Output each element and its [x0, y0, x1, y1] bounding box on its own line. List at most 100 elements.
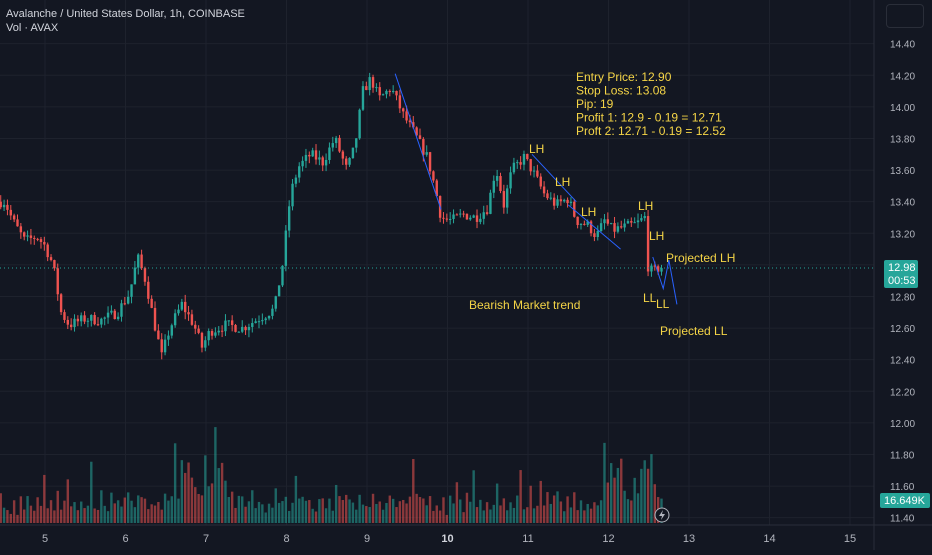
volume-bar	[428, 496, 432, 523]
volume-bar	[559, 501, 563, 523]
volume-bar	[479, 499, 482, 523]
lower-low-label[interactable]: LL	[643, 291, 657, 305]
lower-high-label[interactable]: LH	[529, 142, 544, 156]
x-tick-label: 13	[683, 533, 695, 545]
candle-body	[26, 235, 29, 237]
candle-body	[448, 218, 452, 220]
trend-line[interactable]	[652, 256, 678, 305]
candle-body	[465, 213, 469, 220]
volume-bar	[177, 498, 180, 523]
volume-bar	[626, 499, 630, 523]
candle-body	[348, 158, 351, 165]
candle-body	[378, 87, 381, 96]
volume-bar	[509, 502, 512, 523]
trade-note-line[interactable]: Pip: 19	[576, 97, 614, 111]
trend-label[interactable]: Bearish Market trend	[469, 298, 580, 312]
candle-body	[0, 201, 2, 208]
candle-body	[234, 324, 237, 332]
projected-ll-label[interactable]: Projected LL	[660, 324, 728, 338]
volume-bar	[291, 502, 294, 523]
volume-value: 16.649K	[884, 495, 926, 507]
lower-high-label[interactable]: LH	[555, 175, 570, 189]
volume-bar	[395, 507, 398, 523]
candle-body	[147, 281, 150, 299]
x-tick-label: 5	[42, 533, 48, 545]
volume-bar	[583, 510, 586, 523]
volume-bar	[435, 505, 438, 523]
trend-line[interactable]	[531, 153, 577, 203]
volume-bar	[546, 492, 549, 523]
candle-body	[214, 332, 217, 336]
trade-note-line[interactable]: Entry Price: 12.90	[576, 70, 672, 84]
lower-high-label[interactable]: LH	[649, 229, 664, 243]
candle-body	[495, 176, 499, 181]
volume-bar	[321, 498, 324, 523]
volume-bar	[241, 496, 244, 523]
volume-bar	[298, 498, 301, 523]
candle-body	[251, 323, 254, 327]
chart-toolbar-button[interactable]	[886, 4, 924, 28]
volume-bar	[261, 504, 264, 523]
trend-line[interactable]	[567, 204, 621, 250]
candle-body	[167, 335, 170, 340]
trade-note-line[interactable]: Proft 2: 12.71 - 0.19 = 12.52	[576, 124, 726, 138]
candle-body	[559, 199, 563, 202]
volume-bar	[398, 501, 402, 523]
candle-body	[593, 233, 596, 237]
candle-body	[80, 315, 83, 322]
volume-bar	[43, 474, 46, 523]
candle-body	[177, 309, 180, 314]
volume-bar	[277, 502, 281, 523]
candle-body	[150, 298, 153, 308]
volume-bar	[442, 497, 445, 523]
volume-bar	[338, 496, 341, 523]
volume-bar	[556, 491, 559, 523]
projected-lh-label[interactable]: Projected LH	[666, 251, 735, 265]
volume-bar	[197, 493, 200, 523]
volume-bar	[0, 493, 2, 523]
lower-low-label[interactable]: LL	[656, 297, 670, 311]
lightning-icon[interactable]	[654, 507, 670, 523]
y-tick-label: 12.60	[890, 324, 915, 335]
candle-body	[536, 170, 539, 177]
volume-indicator-label[interactable]: Vol · AVAX	[6, 22, 59, 34]
volume-bar	[126, 492, 130, 523]
lower-high-label[interactable]: LH	[581, 205, 596, 219]
trade-note-line[interactable]: Stop Loss: 13.08	[576, 84, 666, 98]
candle-body	[650, 265, 653, 272]
volume-bar	[247, 501, 251, 523]
lower-high-label[interactable]: LH	[638, 199, 653, 213]
volume-bar	[267, 503, 271, 523]
volume-bar	[163, 493, 167, 523]
volume-bar	[66, 479, 70, 523]
candle-body	[120, 303, 123, 317]
candle-body	[12, 215, 16, 220]
candle-body	[502, 191, 506, 208]
trade-note-line[interactable]: Profit 1: 12.9 - 0.19 = 12.71	[576, 111, 722, 125]
volume-bar	[388, 495, 392, 523]
volume-bar	[254, 508, 257, 523]
candle-body	[86, 320, 90, 322]
candle-body	[398, 95, 402, 109]
volume-bar	[29, 505, 33, 523]
candle-body	[616, 226, 620, 232]
symbol-title[interactable]: Avalanche / United States Dollar, 1h, CO…	[6, 8, 245, 20]
candle-body	[294, 177, 298, 184]
candle-body	[345, 158, 348, 165]
volume-bar	[120, 506, 123, 523]
candle-body	[39, 239, 43, 242]
candle-body	[170, 325, 173, 336]
volume-bar	[516, 495, 519, 523]
candle-body	[46, 244, 49, 258]
trend-line[interactable]	[394, 73, 442, 210]
volume-bar	[157, 501, 160, 523]
candle-body	[412, 122, 415, 128]
volume-bar	[2, 507, 6, 523]
volume-bar	[264, 512, 267, 523]
candle-body	[204, 340, 207, 348]
candle-body	[375, 87, 378, 89]
y-tick-label: 11.60	[890, 482, 915, 493]
candle-body	[244, 326, 247, 331]
